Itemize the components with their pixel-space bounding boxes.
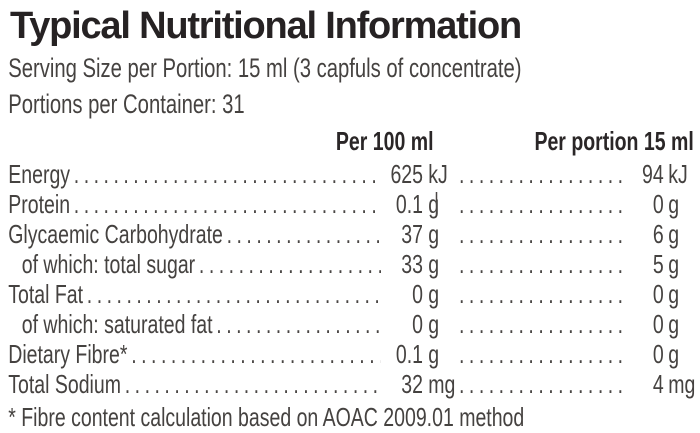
column-header-row: Per 100 ml Per portion 15 ml <box>0 125 700 156</box>
portions-line: Portions per Container: 31 <box>8 88 245 119</box>
per-portion-value: 5 <box>652 248 664 279</box>
text-cursor-artifact <box>435 191 438 215</box>
per-portion-unit: mg <box>668 368 696 399</box>
per-portion-unit: kJ <box>668 158 688 189</box>
per-100ml-value: 0 <box>412 308 423 339</box>
dot-leader <box>455 279 628 309</box>
per-portion-value: 94 <box>642 158 664 189</box>
per-100ml-value: 32 <box>401 368 423 399</box>
per-100ml-value: 0 <box>412 278 423 309</box>
per-portion-value: 0 <box>652 278 664 309</box>
per-100ml-value: 33 <box>401 248 423 279</box>
row-label: of which: total sugar <box>21 248 196 279</box>
dot-leader <box>223 219 381 249</box>
per-portion-unit: g <box>668 188 680 219</box>
per-100ml-unit: g <box>428 278 440 309</box>
label-body: Serving Size per Portion: 15 ml (3 capfu… <box>0 53 700 433</box>
per-100ml-value: 625 <box>390 158 423 189</box>
serving-size-line: Serving Size per Portion: 15 ml (3 capfu… <box>8 52 522 83</box>
per-portion-value: 0 <box>652 308 664 339</box>
dot-leader <box>455 219 628 249</box>
dot-leader <box>70 159 381 189</box>
row-label: Glycaemic Carbohydrate <box>8 218 223 249</box>
page-title: Typical Nutritional Information <box>10 5 522 47</box>
per-portion-unit: g <box>668 338 680 369</box>
per-portion-unit: g <box>668 278 680 309</box>
per-100ml-unit: kJ <box>428 158 448 189</box>
table-row-saturated-fat: of which: saturated fat 0 g 0 g <box>0 309 700 339</box>
row-label: of which: saturated fat <box>21 308 213 339</box>
fibre-footnote: * Fibre content calculation based on AOA… <box>8 401 525 432</box>
row-label: Total Fat <box>8 278 84 309</box>
per-100ml-unit: g <box>428 188 440 219</box>
dot-leader <box>213 309 381 339</box>
table-row-total-sodium: Total Sodium 32 mg 4 mg <box>0 369 700 399</box>
dot-leader <box>455 369 628 399</box>
dot-leader <box>455 309 628 339</box>
table-row-total-fat: Total Fat 0 g 0 g <box>0 279 700 309</box>
row-label: Energy <box>8 158 71 189</box>
per-100ml-value: 37 <box>401 218 423 249</box>
per-100ml-unit: g <box>428 218 440 249</box>
col-header-per-100ml: Per 100 ml <box>335 125 434 156</box>
row-label: Protein <box>8 188 71 219</box>
per-100ml-value: 0.1 <box>395 338 423 369</box>
per-portion-unit: g <box>668 218 680 249</box>
per-100ml-unit: g <box>428 308 440 339</box>
table-row-protein: Protein 0.1 g 0 g <box>0 189 700 219</box>
dot-leader <box>121 369 381 399</box>
dot-leader <box>455 189 628 219</box>
dot-leader <box>455 249 628 279</box>
dot-leader <box>195 249 381 279</box>
table-row-total-sugar: of which: total sugar 33 g 5 g <box>0 249 700 279</box>
row-label: Dietary Fibre* <box>8 338 128 369</box>
per-100ml-unit: g <box>428 248 440 279</box>
dot-leader <box>70 189 381 219</box>
nutrition-table: Energy 625 kJ 94 kJ Protein 0.1 g 0 g Gl… <box>0 159 700 399</box>
row-label: Total Sodium <box>8 368 121 399</box>
dot-leader <box>127 339 381 369</box>
col-header-per-portion-15ml: Per portion 15 ml <box>534 125 694 156</box>
dot-leader <box>83 279 381 309</box>
per-portion-value: 4 <box>652 368 664 399</box>
dot-leader <box>455 159 628 189</box>
per-portion-value: 0 <box>652 188 664 219</box>
per-portion-value: 6 <box>652 218 664 249</box>
per-100ml-unit: g <box>428 338 440 369</box>
table-row-energy: Energy 625 kJ 94 kJ <box>0 159 700 189</box>
dot-leader <box>455 339 628 369</box>
table-row-dietary-fibre: Dietary Fibre* 0.1 g 0 g <box>0 339 700 369</box>
per-100ml-unit: mg <box>428 368 456 399</box>
per-100ml-value: 0.1 <box>395 188 423 219</box>
table-row-glycaemic-carbohydrate: Glycaemic Carbohydrate 37 g 6 g <box>0 219 700 249</box>
per-portion-unit: g <box>668 248 680 279</box>
per-portion-unit: g <box>668 308 680 339</box>
per-portion-value: 0 <box>652 338 664 369</box>
